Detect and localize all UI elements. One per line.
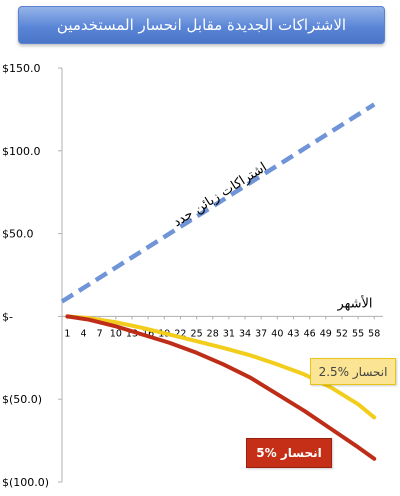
chart-title: الاشتراكات الجديدة مقابل انحسار المستخدم… <box>18 6 385 44</box>
x-tick-label: 4 <box>81 328 87 339</box>
x-tick-label: 37 <box>255 328 267 339</box>
x-tick-label: 46 <box>304 328 316 339</box>
x-tick-label: 22 <box>174 328 186 339</box>
x-tick-label: 16 <box>142 328 154 339</box>
y-tick-label: $(100.0) <box>2 476 49 489</box>
churn-5-label: انحسار %5 <box>246 438 332 468</box>
churn-2-5-label: انحسار %2.5 <box>310 358 396 385</box>
x-axis-label: الأشهر <box>336 294 372 311</box>
y-tick-label: $150.0 <box>2 62 41 75</box>
x-tick-label: 1 <box>64 328 70 339</box>
series-churn-2-5-line <box>65 314 377 420</box>
x-tick-label: 49 <box>320 328 332 339</box>
x-tick-label: 40 <box>271 328 283 339</box>
x-tick-label: 52 <box>336 328 348 339</box>
series-churn-5-line <box>65 314 377 461</box>
y-tick-label: $(50.0) <box>2 393 42 406</box>
x-tick-label: 31 <box>223 328 235 339</box>
series-new-subscriptions-line <box>60 102 376 304</box>
x-tick-label: 43 <box>287 328 299 339</box>
y-tick-label: $100.0 <box>2 145 41 158</box>
new-subscriptions-annotation: اشتراكات زبائن جدد <box>171 160 270 230</box>
x-tick-label: 34 <box>239 328 251 339</box>
x-tick-label: 58 <box>368 328 380 339</box>
x-tick-label: 10 <box>110 328 122 339</box>
x-tick-label: 13 <box>126 328 138 339</box>
x-tick-label: 55 <box>352 328 364 339</box>
y-tick-label: $50.0 <box>2 228 34 241</box>
x-tick-label: 25 <box>191 328 203 339</box>
x-tick-label: 7 <box>97 328 103 339</box>
x-tick-label: 28 <box>207 328 219 339</box>
y-tick-label: $- <box>2 310 13 323</box>
